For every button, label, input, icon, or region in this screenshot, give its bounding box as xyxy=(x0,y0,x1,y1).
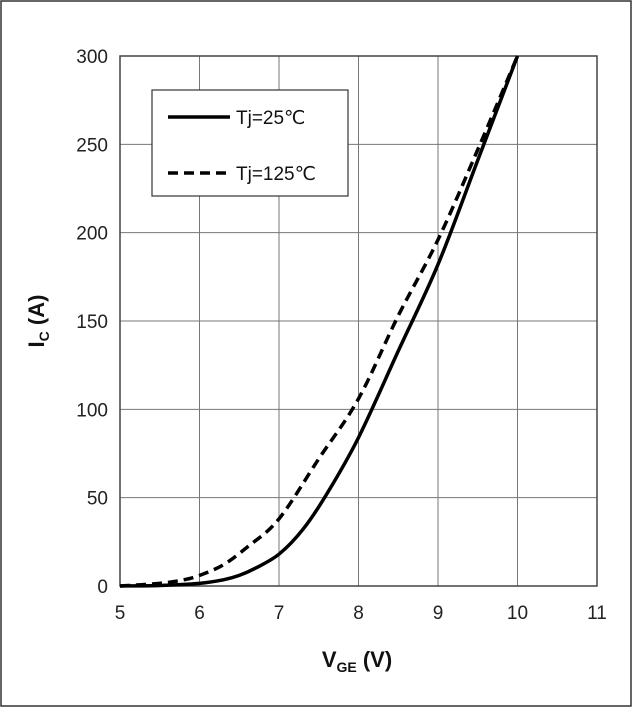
y-tick-labels: 0 50 100 150 200 250 300 xyxy=(76,47,108,598)
y-axis-title-main: I xyxy=(24,341,49,347)
y-axis-title: IC (A) xyxy=(24,295,52,348)
y-tick-label: 50 xyxy=(87,489,108,510)
legend-label-25: Tj=25℃ xyxy=(236,108,305,129)
legend: Tj=25℃ Tj=125℃ xyxy=(151,89,349,197)
legend-box xyxy=(151,89,349,197)
x-tick-labels: 5 6 7 8 9 10 11 xyxy=(115,603,607,624)
legend-label-125: Tj=125℃ xyxy=(236,164,316,185)
y-tick-label: 300 xyxy=(76,47,108,68)
x-tick-label: 8 xyxy=(353,603,364,624)
y-axis-title-unit: (A) xyxy=(24,295,49,332)
series-line-tj25 xyxy=(119,55,520,588)
x-tick-label: 9 xyxy=(433,603,444,624)
x-tick-label: 11 xyxy=(587,603,607,624)
x-tick-label: 6 xyxy=(194,603,205,624)
y-axis-title-sub: C xyxy=(36,331,52,341)
plot-border xyxy=(119,55,598,587)
x-axis-title: VGE (V) xyxy=(322,647,392,675)
x-axis-title-unit: (V) xyxy=(357,647,392,672)
y-tick-label: 150 xyxy=(76,312,108,333)
series-layer xyxy=(119,55,520,588)
x-tick-label: 10 xyxy=(507,603,528,624)
x-tick-label: 5 xyxy=(115,603,126,624)
x-axis-title-main: V xyxy=(322,647,337,672)
series-line-tj125 xyxy=(119,55,520,588)
y-tick-label: 0 xyxy=(97,577,108,598)
y-tick-label: 250 xyxy=(76,135,108,156)
x-tick-label: 7 xyxy=(274,603,285,624)
y-tick-label: 200 xyxy=(76,224,108,245)
x-axis-title-sub: GE xyxy=(337,659,357,675)
y-tick-label: 100 xyxy=(76,400,108,421)
